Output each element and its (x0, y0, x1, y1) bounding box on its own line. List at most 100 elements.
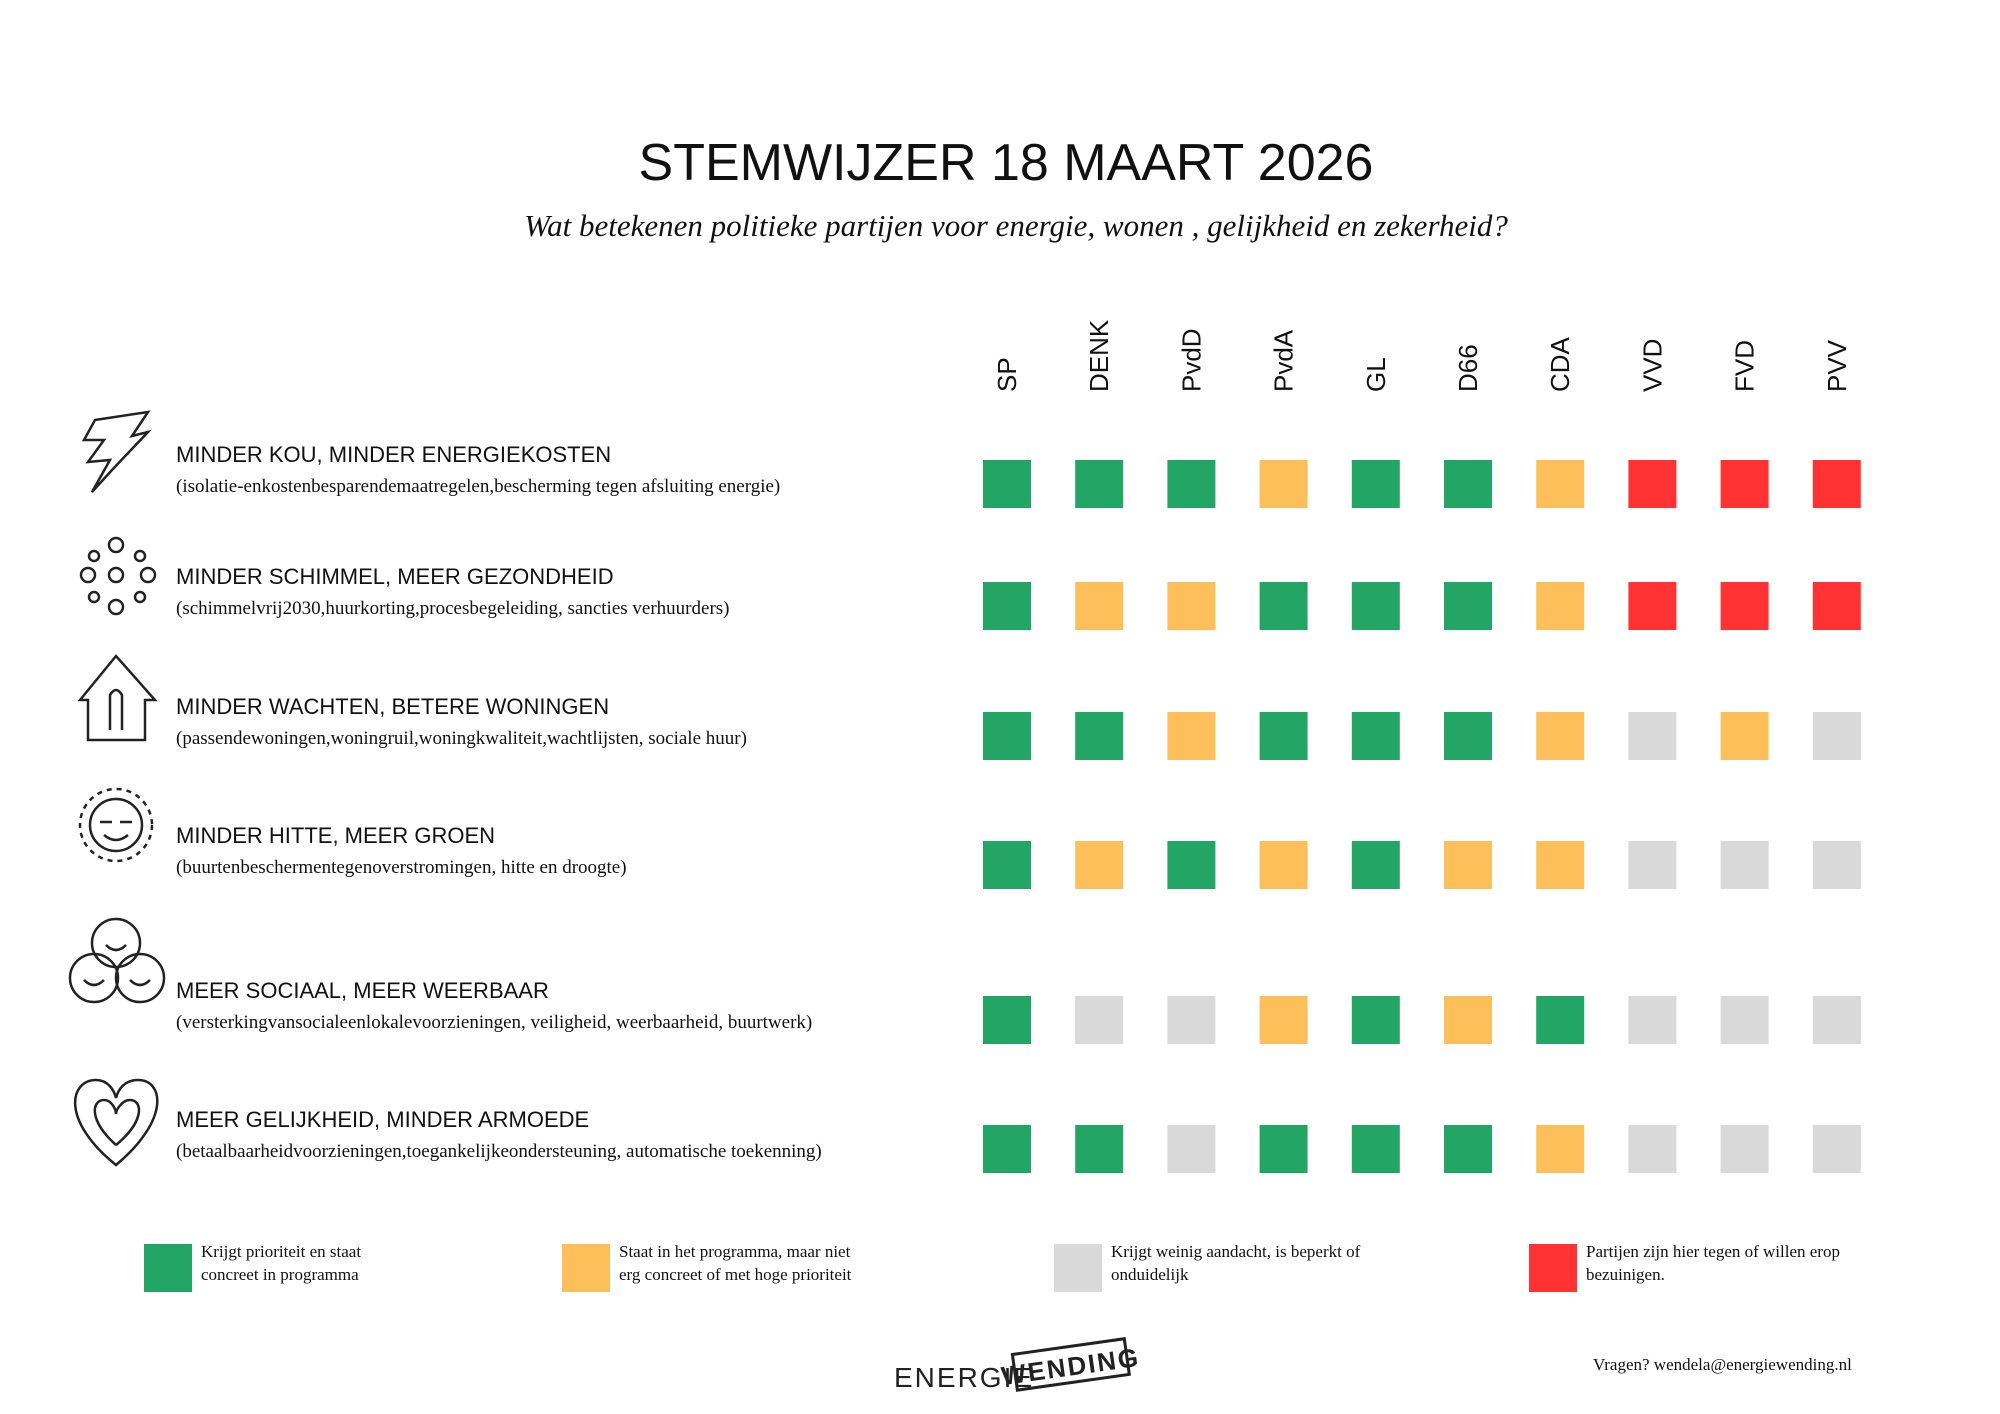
rating-cell (1075, 841, 1124, 889)
rating-cell (1167, 1125, 1216, 1173)
rating-cell (1536, 460, 1585, 508)
rating-cell (1075, 1125, 1124, 1173)
rating-cell (1259, 1125, 1308, 1173)
rating-cell (1351, 841, 1400, 889)
row-detail: (isolatie-enkostenbesparendemaatregelen,… (176, 476, 780, 497)
party-label: PvdA (1269, 329, 1299, 392)
legend-text: erg concreet of met hoge prioriteit (619, 1265, 852, 1284)
legend-text: Staat in het programma, maar niet (619, 1242, 851, 1261)
rating-cell (1259, 460, 1308, 508)
icon-spores (79, 536, 157, 616)
row-title: MINDER WACHTEN, BETERE WONINGEN (176, 694, 609, 719)
rating-cell (983, 841, 1031, 889)
row-detail: (versterkingvansocialeenlokalevoorzienin… (176, 1012, 812, 1033)
row-title: MINDER SCHIMMEL, MEER GEZONDHEID (176, 564, 614, 589)
rating-cell (1812, 582, 1861, 630)
row-title: MINDER KOU, MINDER ENERGIEKOSTEN (176, 442, 611, 467)
row-title: MEER GELIJKHEID, MINDER ARMOEDE (176, 1107, 589, 1132)
rating-cell (1720, 460, 1769, 508)
rating-cell (1536, 996, 1585, 1044)
rating-cell (1720, 841, 1769, 889)
icons (68, 410, 166, 1167)
party-label: FVD (1730, 340, 1760, 392)
rating-cell (1444, 841, 1492, 889)
rating-cell (1536, 582, 1585, 630)
rating-cell (1351, 1125, 1400, 1173)
rating-cell (1628, 582, 1677, 630)
rating-cell (983, 582, 1031, 630)
legend-text: bezuinigen. (1586, 1265, 1665, 1284)
rating-cell (1259, 582, 1308, 630)
party-label: PVV (1822, 339, 1852, 392)
rating-cell (1167, 996, 1216, 1044)
legend-text: Krijgt prioriteit en staat (201, 1242, 361, 1261)
rating-cell (1444, 712, 1492, 760)
row-title: MINDER HITTE, MEER GROEN (176, 823, 495, 848)
rating-cell (1628, 841, 1677, 889)
rating-cell (1536, 1125, 1585, 1173)
rating-cell (1628, 1125, 1677, 1173)
rating-cell (1259, 841, 1308, 889)
row-detail: (passendewoningen,woningruil,woningkwali… (176, 728, 747, 749)
rating-cell (1075, 712, 1124, 760)
rating-cell (1720, 582, 1769, 630)
subtitle: Wat betekenen politieke partijen voor en… (524, 208, 1508, 243)
rating-cell (1812, 712, 1861, 760)
rating-cell (1812, 460, 1861, 508)
party-label: GL (1361, 357, 1391, 392)
rating-cell (1167, 460, 1216, 508)
rating-cell (983, 996, 1031, 1044)
icon-heart (74, 1078, 159, 1167)
party-label: CDA (1545, 336, 1575, 392)
logo-left: ENERGIE (894, 1362, 1034, 1393)
rating-cell (1167, 841, 1216, 889)
row-detail: (betaalbaarheidvoorzieningen,toegankelij… (176, 1141, 822, 1162)
rating-cell (1720, 996, 1769, 1044)
rating-cell (1444, 582, 1492, 630)
rating-cell (1444, 996, 1492, 1044)
legend-swatch (562, 1244, 610, 1292)
rating-cell (1720, 1125, 1769, 1173)
party-label: DENK (1084, 319, 1114, 392)
legend-text: Partijen zijn hier tegen of willen erop (1586, 1242, 1840, 1261)
title: STEMWIJZER 18 MAART 2026 (639, 134, 1374, 192)
rating-cell (1812, 1125, 1861, 1173)
rating-cell (1812, 841, 1861, 889)
party-label: D66 (1453, 344, 1483, 392)
rating-cell (1536, 712, 1585, 760)
logo: ENERGIE WENDING (894, 1337, 1142, 1393)
rating-cell (1351, 460, 1400, 508)
legend-swatch (1054, 1244, 1102, 1292)
rating-cell (1628, 712, 1677, 760)
contact: Vragen? wendela@energiewending.nl (1593, 1355, 1852, 1374)
legend-swatch (144, 1244, 192, 1292)
row-detail: (schimmelvrij2030,huurkorting,procesbege… (176, 598, 730, 619)
row-detail: (buurtenbeschermentegenoverstromingen, h… (176, 857, 627, 878)
party-label: SP (992, 357, 1022, 392)
rating-cell (1167, 712, 1216, 760)
rating-cell (1812, 996, 1861, 1044)
legend-text: concreet in programma (201, 1265, 359, 1284)
rating-cell (1351, 996, 1400, 1044)
legend-text: onduidelijk (1111, 1265, 1189, 1284)
row-title: MEER SOCIAAL, MEER WEERBAAR (176, 978, 549, 1003)
rating-cell (1075, 996, 1124, 1044)
rating-cell (983, 1125, 1031, 1173)
rating-cell (1259, 712, 1308, 760)
rating-cell (1351, 712, 1400, 760)
rating-cell (1075, 582, 1124, 630)
rating-cell (1628, 996, 1677, 1044)
rating-cell (983, 712, 1031, 760)
rating-cell (1628, 460, 1677, 508)
rating-cell (983, 460, 1031, 508)
rating-cell (1720, 712, 1769, 760)
icon-sun (78, 787, 154, 863)
legend-text: Krijgt weinig aandacht, is beperkt of (1111, 1242, 1361, 1261)
party-label: PvdD (1176, 328, 1206, 392)
rating-cell (1536, 841, 1585, 889)
party-label: VVD (1637, 339, 1667, 392)
icon-community (68, 917, 166, 1004)
icon-house (77, 654, 158, 742)
rating-cell (1444, 460, 1492, 508)
